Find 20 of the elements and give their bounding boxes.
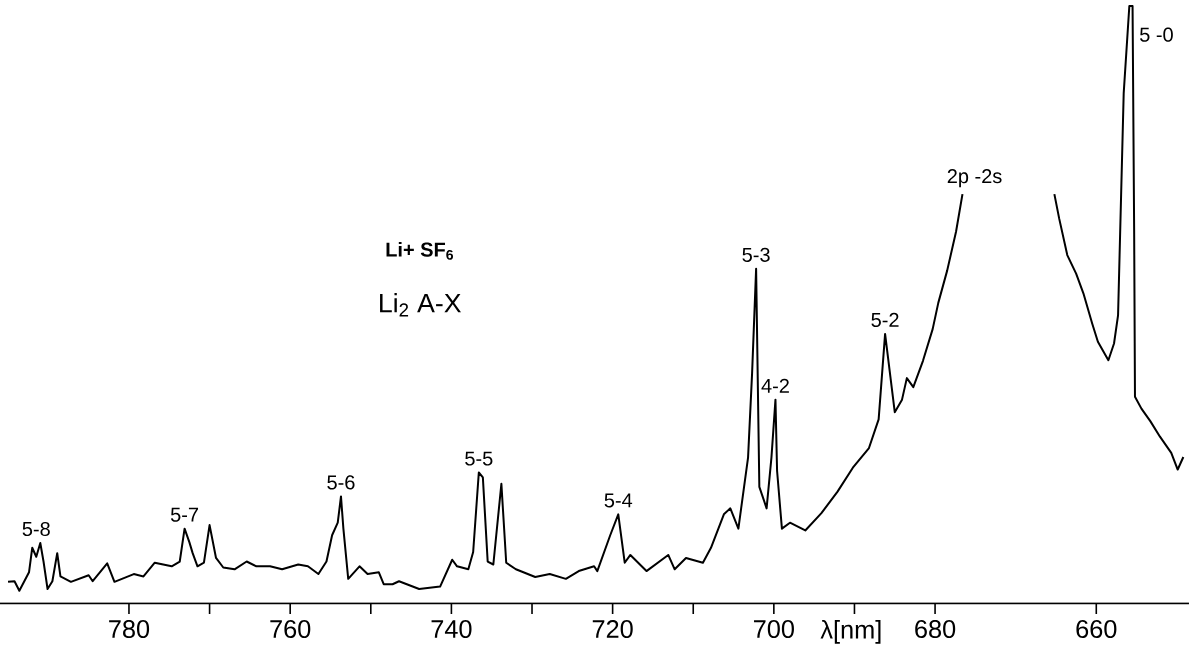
- annotation: 5-4: [604, 493, 633, 508]
- annotation: 5 -0: [1140, 27, 1173, 42]
- x-tick-label: 720: [592, 620, 633, 638]
- annotation: 5-6: [327, 475, 355, 490]
- annotation: 5-3: [742, 247, 770, 262]
- x-tick-label: 680: [915, 620, 956, 638]
- annotation: Li+ SF$_{6}$: [386, 242, 454, 260]
- x-tick-label: 700: [754, 620, 794, 638]
- annotation: 5-7: [170, 507, 199, 522]
- annotation: 5-2: [871, 312, 899, 327]
- x-tick-label: 660: [1076, 620, 1117, 638]
- annotation: 2p -2s: [947, 169, 1002, 188]
- x-tick-label: 780: [109, 620, 150, 638]
- annotation: Li$_{2}$ A-X: [380, 292, 461, 317]
- x-axis-title: λ[nm]: [820, 620, 881, 644]
- x-tick-label: 760: [270, 620, 311, 638]
- annotation: 4-2: [761, 378, 789, 393]
- annotation: 5-8: [22, 521, 50, 537]
- x-tick-label: 740: [431, 620, 472, 638]
- annotation: 5-5: [465, 451, 493, 466]
